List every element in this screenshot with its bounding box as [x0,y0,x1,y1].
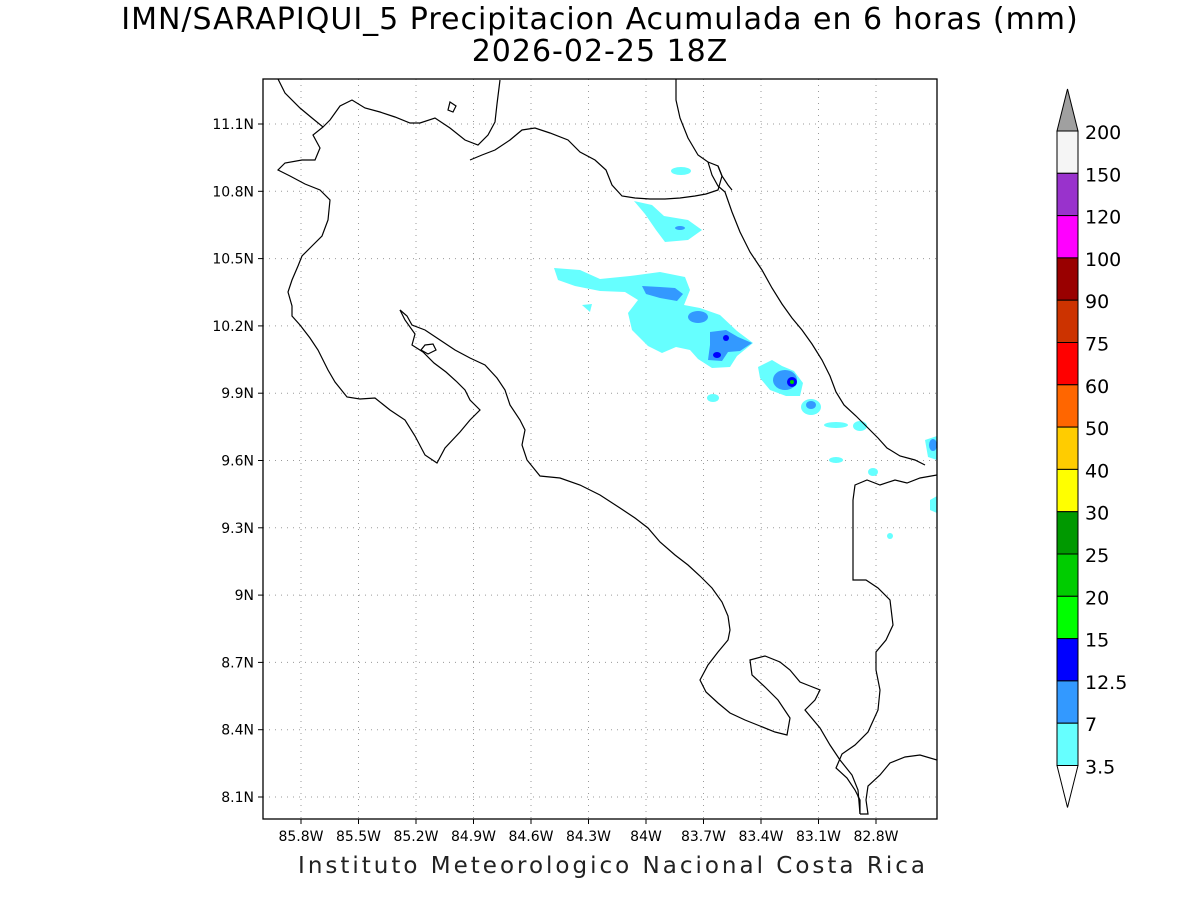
lon-tick-label: 85.2W [393,829,438,845]
legend-label: 30 [1085,503,1109,525]
map-title: IMN/SARAPIQUI_5 Precipitacion Acumulada … [121,2,1079,37]
lon-tick-label: 83.7W [681,829,726,845]
lat-tick-label: 8.7N [221,655,254,671]
precipitation-legend: 200 150 120 100 90 75 60 50 40 30 25 20 15 12.5 7 3.5 [1056,88,1127,808]
legend-swatch [1056,130,1079,174]
lat-tick-label: 9N [235,588,254,604]
longitude-axis: 85.8W 85.5W 85.2W 84.9W 84.6W 84.3W 84W 83.7W 83… [278,819,899,845]
legend-swatch [1056,257,1079,301]
lat-tick-label: 9.6N [221,454,254,470]
legend-label: 40 [1085,460,1109,482]
lat-tick-label: 10.5N [212,252,254,268]
legend-swatch [1056,722,1079,767]
map-frame [262,78,938,820]
precip-moderate [642,226,937,451]
lon-tick-label: 82.8W [853,829,898,845]
lon-tick-label: 83.4W [738,829,783,845]
latitude-axis: 11.1N 10.8N 10.5N 10.2N 9.9N 9.6N 9.3N 9N 8.7N 8.… [212,117,263,806]
legend-swatch [1056,426,1079,470]
precip-light [554,167,937,539]
lat-tick-label: 9.9N [221,386,254,402]
lon-tick-label: 84.6W [508,829,553,845]
lon-tick-label: 84.9W [451,829,496,845]
precipitation-field [554,167,937,539]
legend-label: 15 [1085,630,1109,652]
legend-swatch [1056,553,1079,597]
legend-label: 25 [1085,545,1109,567]
map-grid [263,79,937,819]
legend-swatch [1056,595,1079,640]
lat-tick-label: 10.2N [212,319,254,335]
legend-swatch [1056,511,1079,555]
legend-swatch [1056,342,1079,386]
legend-swatch [1056,172,1079,217]
legend-swatch [1056,468,1079,513]
legend-swatch [1056,638,1079,682]
legend-swatch [1056,384,1079,428]
legend-max-triangle [1056,88,1079,132]
coastline [276,79,937,815]
legend-label: 75 [1085,334,1109,356]
lon-tick-label: 84W [630,829,662,845]
lat-tick-label: 11.1N [212,117,254,133]
legend-swatch [1056,215,1079,259]
legend-label: 200 [1085,122,1121,144]
legend-label: 20 [1085,587,1109,609]
lat-tick-label: 8.4N [221,723,254,739]
legend-label: 7 [1085,714,1097,736]
lon-tick-label: 85.5W [336,829,381,845]
lon-tick-label: 84.3W [566,829,611,845]
legend-label: 3.5 [1085,757,1115,779]
legend-label: 90 [1085,291,1109,313]
lon-tick-label: 85.8W [278,829,323,845]
legend-label: 150 [1085,164,1121,186]
lon-tick-label: 83.1W [796,829,841,845]
footer-credit: Instituto Meteorologico Nacional Costa R… [298,853,928,879]
legend-min-triangle [1056,765,1079,808]
map-date: 2026-02-25 18Z [471,34,729,69]
legend-label: 60 [1085,376,1109,398]
legend-label: 12.5 [1085,672,1127,694]
legend-label: 100 [1085,249,1121,271]
lat-tick-label: 9.3N [221,521,254,537]
lat-tick-label: 8.1N [221,790,254,806]
precip-very-heavy [790,380,794,384]
legend-swatch [1056,299,1079,344]
legend-label: 120 [1085,207,1121,229]
lat-tick-label: 10.8N [212,184,254,200]
legend-swatch [1056,680,1079,724]
legend-label: 50 [1085,418,1109,440]
